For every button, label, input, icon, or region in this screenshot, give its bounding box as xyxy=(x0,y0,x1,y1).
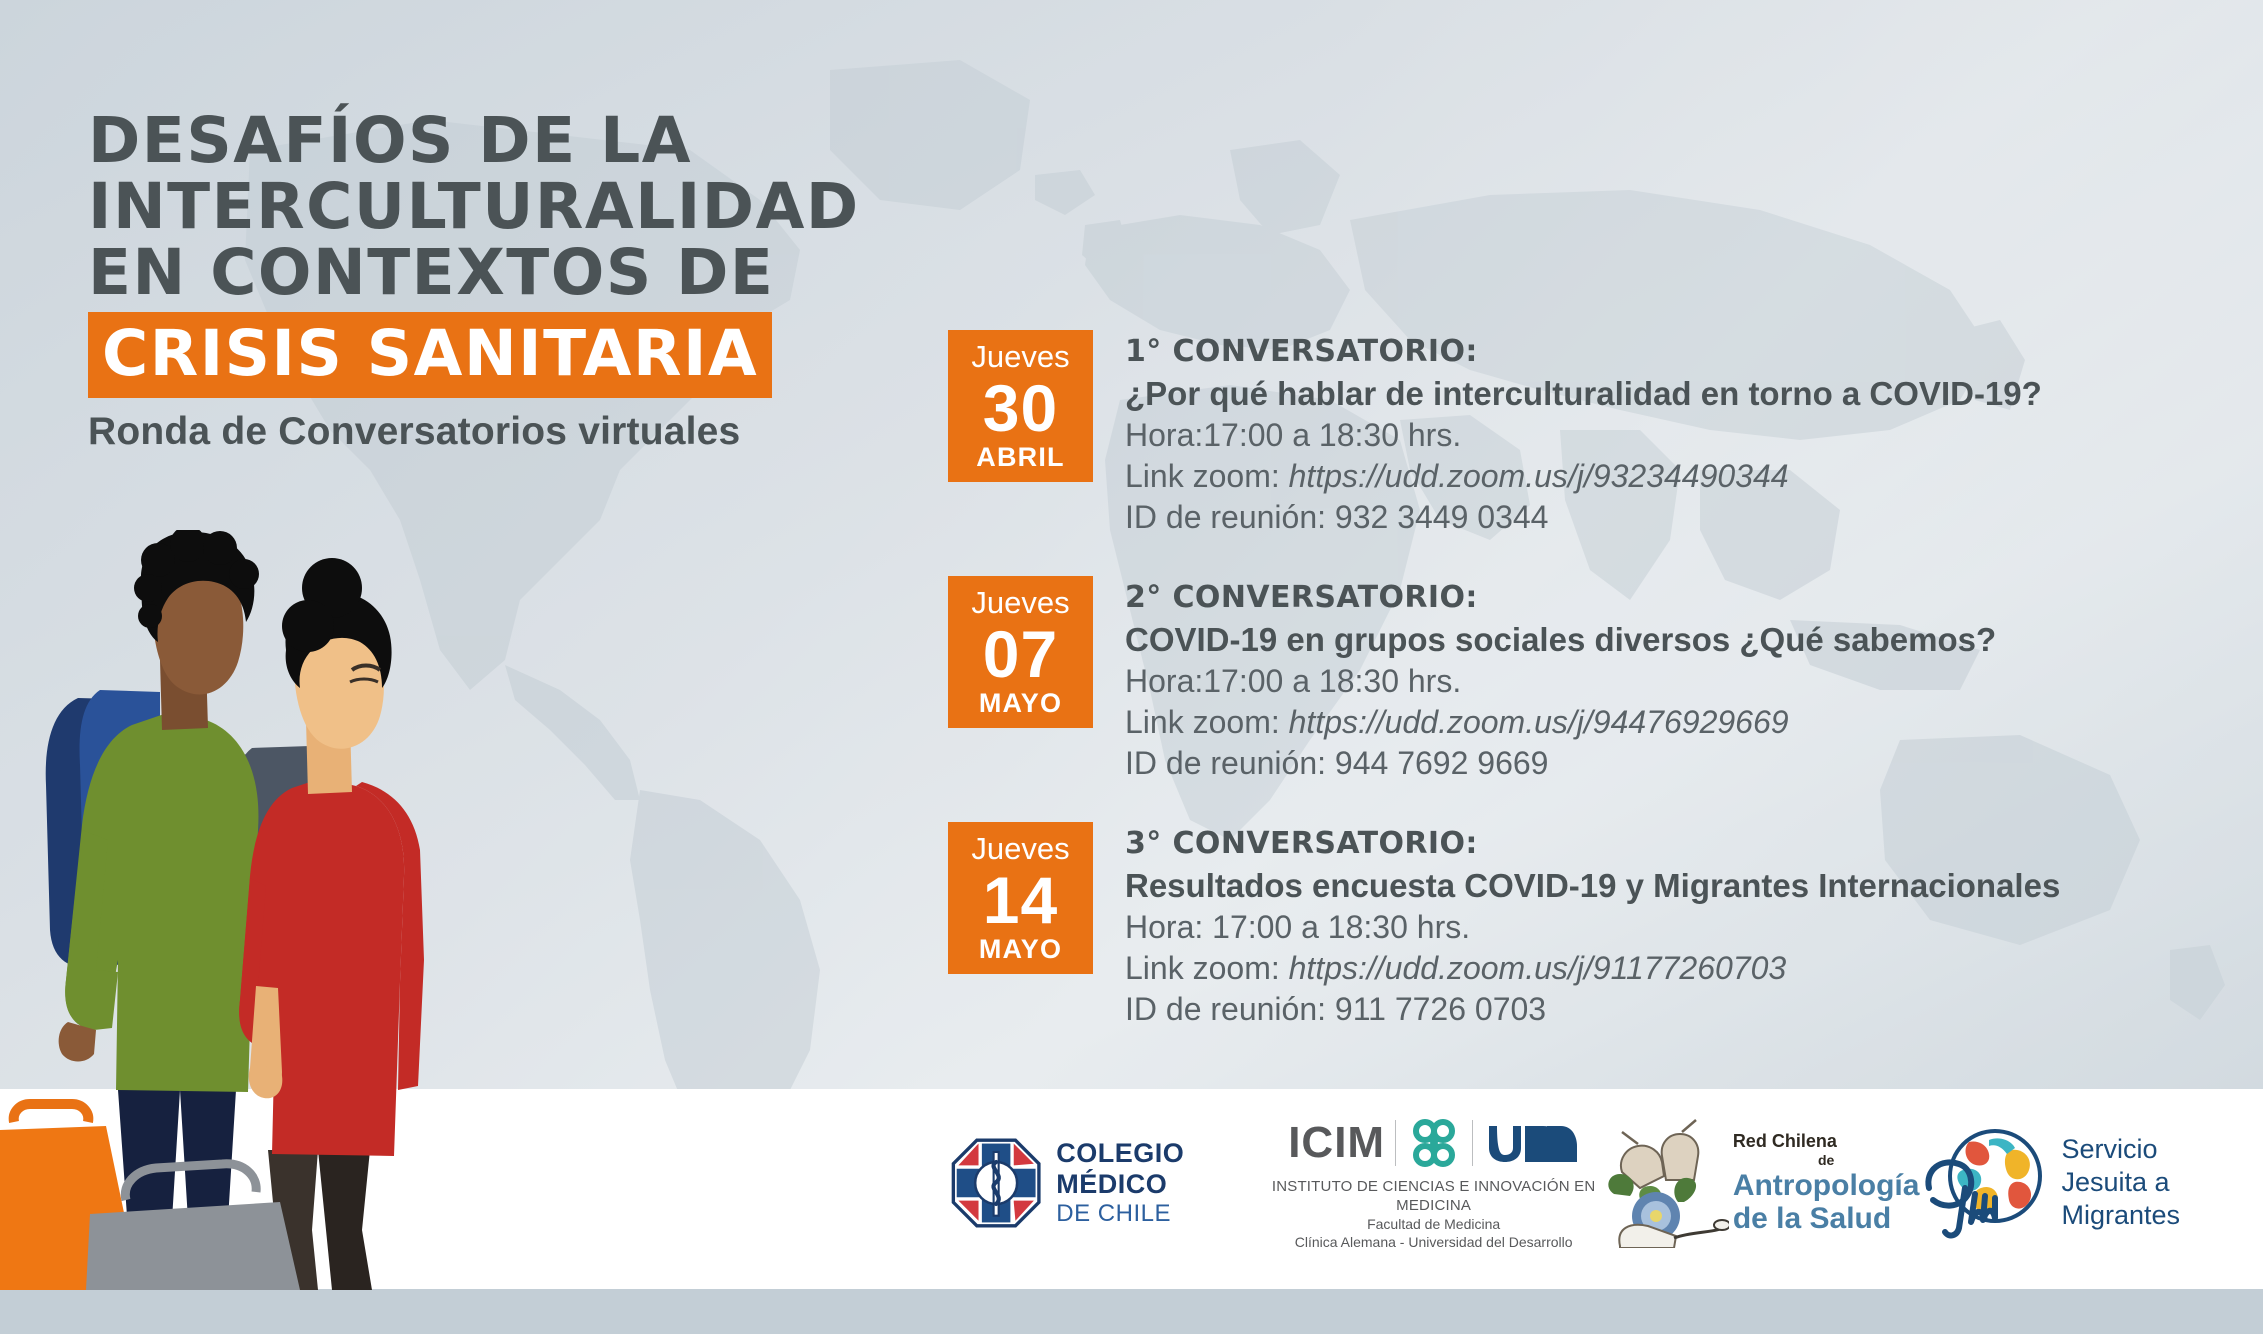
event-topic: COVID-19 en grupos sociales diversos ¿Qu… xyxy=(1125,621,1997,658)
sjm-line-2: Jesuita a xyxy=(2061,1167,2170,1197)
logos-row: COLEGIO MÉDICO DE CHILE ICIM xyxy=(950,1100,2180,1265)
icim-divider-1 xyxy=(1395,1119,1397,1166)
event-details: 3° CONVERSATORIO: Resultados encuesta CO… xyxy=(1125,822,2258,1030)
headline-highlight-wrap: CRISIS SANITARIA xyxy=(88,312,1048,398)
red-chilena-line-2: de xyxy=(1817,1151,1835,1168)
colegio-medico-line-2: DE CHILE xyxy=(1056,1199,1171,1227)
date-day: 14 xyxy=(982,863,1059,937)
date-day: 30 xyxy=(982,371,1059,445)
sjm-text: Servicio Jesuita a Migrantes xyxy=(2061,1133,2180,1232)
red-chilena-text: Red Chilena de Antropología de la Salud xyxy=(1733,1131,1920,1235)
event-link-url[interactable]: https://udd.zoom.us/j/91177260703 xyxy=(1288,950,1787,986)
sjm-line-3: Migrantes xyxy=(2061,1200,2180,1230)
event-row: Jueves 14 MAYO 3° CONVERSATORIO: Resulta… xyxy=(948,822,2258,1030)
event-details: 2° CONVERSATORIO: COVID-19 en grupos soc… xyxy=(1125,576,2258,784)
event-link-url[interactable]: https://udd.zoom.us/j/93234490344 xyxy=(1288,458,1789,494)
event-time: Hora: 17:00 a 18:30 hrs. xyxy=(1125,909,1471,945)
migrants-illustration xyxy=(0,530,424,1290)
icim-subtitle-3: Clínica Alemana - Universidad del Desarr… xyxy=(1294,1233,1573,1250)
event-meeting-id: ID de reunión: 944 7692 9669 xyxy=(1125,745,1549,781)
event-link-row: Link zoom: https://udd.zoom.us/j/9323449… xyxy=(1125,456,2258,497)
red-chilena-line-3: Antropología xyxy=(1732,1168,1920,1202)
date-badge: Jueves 07 MAYO xyxy=(948,576,1093,728)
event-label: 3° CONVERSATORIO: xyxy=(1125,826,1478,861)
date-weekday: Jueves xyxy=(971,831,1070,866)
event-label: 2° CONVERSATORIO: xyxy=(1125,580,1478,615)
date-day: 07 xyxy=(982,617,1059,691)
logo-sjm: Servicio Jesuita a Migrantes xyxy=(1919,1124,2180,1242)
sjm-line-1: Servicio xyxy=(2061,1134,2158,1164)
headline-highlight: CRISIS SANITARIA xyxy=(88,312,773,398)
event-topic: Resultados encuesta COVID-19 y Migrantes… xyxy=(1125,867,2061,904)
icim-wordmark: ICIM xyxy=(1288,1117,1386,1167)
icim-subtitle-2: Facultad de Medicina xyxy=(1367,1215,1501,1232)
poster-subtitle: Ronda de Conversatorios virtuales xyxy=(88,410,741,453)
event-label: 1° CONVERSATORIO: xyxy=(1125,334,1478,369)
sjm-globe-icon xyxy=(1925,1128,2043,1238)
event-link-prefix: Link zoom: xyxy=(1125,950,1289,986)
red-chilena-line-4: de la Salud xyxy=(1732,1201,1892,1235)
headline-line-1: DESAFÍOS DE LA xyxy=(88,104,692,177)
event-row: Jueves 07 MAYO 2° CONVERSATORIO: COVID-1… xyxy=(948,576,2258,784)
headline-block: DESAFÍOS DE LA INTERCULTURALIDAD EN CONT… xyxy=(88,108,1048,454)
event-meeting-id: ID de reunión: 911 7726 0703 xyxy=(1125,991,1547,1027)
event-link-row: Link zoom: https://udd.zoom.us/j/9117726… xyxy=(1125,948,2258,989)
date-weekday: Jueves xyxy=(971,339,1070,374)
date-month: MAYO xyxy=(978,934,1063,964)
udd-knot-icon xyxy=(1413,1118,1456,1167)
event-time: Hora:17:00 a 18:30 hrs. xyxy=(1125,663,1462,699)
icim-divider-2 xyxy=(1472,1119,1474,1166)
logo-red-chilena: Red Chilena de Antropología de la Salud xyxy=(1604,1118,1920,1248)
date-badge: Jueves 14 MAYO xyxy=(948,822,1093,974)
icim-subtitle-1: INSTITUTO DE CIENCIAS E INNOVACIÓN EN ME… xyxy=(1271,1177,1596,1214)
logo-icim-udd: ICIM xyxy=(1263,1115,1603,1251)
date-month: ABRIL xyxy=(976,442,1065,472)
event-row: Jueves 30 ABRIL 1° CONVERSATORIO: ¿Por q… xyxy=(948,330,2258,538)
colegio-medico-icon xyxy=(951,1138,1041,1227)
event-details: 1° CONVERSATORIO: ¿Por qué hablar de int… xyxy=(1125,330,2258,538)
hands-flower-icon xyxy=(1608,1118,1729,1248)
bottom-strip xyxy=(0,1289,2263,1334)
logo-colegio-medico: COLEGIO MÉDICO DE CHILE xyxy=(950,1128,1263,1238)
events-list: Jueves 30 ABRIL 1° CONVERSATORIO: ¿Por q… xyxy=(948,330,2258,1068)
udd-wordmark-icon xyxy=(1489,1125,1578,1162)
event-meeting-id: ID de reunión: 932 3449 0344 xyxy=(1125,499,1549,535)
date-badge: Jueves 30 ABRIL xyxy=(948,330,1093,482)
event-link-prefix: Link zoom: xyxy=(1125,704,1289,740)
headline-line-3: EN CONTEXTOS DE xyxy=(88,236,775,309)
event-link-prefix: Link zoom: xyxy=(1125,458,1289,494)
event-topic: ¿Por qué hablar de interculturalidad en … xyxy=(1125,375,2042,412)
event-time: Hora:17:00 a 18:30 hrs. xyxy=(1125,417,1462,453)
headline-line-2: INTERCULTURALIDAD xyxy=(88,170,860,243)
event-link-url[interactable]: https://udd.zoom.us/j/94476929669 xyxy=(1288,704,1789,740)
colegio-medico-text: COLEGIO MÉDICO DE CHILE xyxy=(1056,1138,1263,1228)
colegio-medico-line-1: COLEGIO MÉDICO xyxy=(1056,1137,1185,1199)
date-weekday: Jueves xyxy=(971,585,1070,620)
date-month: MAYO xyxy=(978,688,1063,718)
red-chilena-line-1: Red Chilena xyxy=(1732,1130,1837,1151)
icim-marks-row: ICIM xyxy=(1263,1115,1603,1171)
event-link-row: Link zoom: https://udd.zoom.us/j/9447692… xyxy=(1125,702,2258,743)
